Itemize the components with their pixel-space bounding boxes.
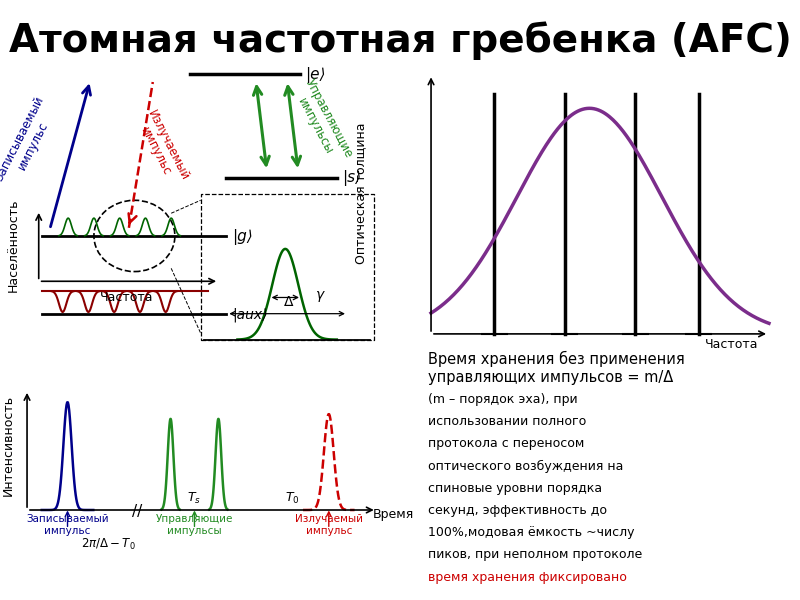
Text: спиновые уровни порядка: спиновые уровни порядка [428,482,602,495]
Text: оптического возбуждения на: оптического возбуждения на [428,460,623,473]
Text: Время: Время [373,508,414,521]
Text: время хранения фиксировано: время хранения фиксировано [428,571,627,584]
Text: //: // [132,504,142,519]
Text: Управляющие
импульсы: Управляющие импульсы [156,514,233,536]
Text: Атомная частотная гребенка (AFC): Атомная частотная гребенка (AFC) [9,21,791,59]
Text: $T_0$: $T_0$ [285,491,299,506]
Text: Записываемый
импульс: Записываемый импульс [26,514,109,536]
Text: |e⟩: |e⟩ [306,67,326,83]
Text: Интенсивность: Интенсивность [2,395,15,496]
Text: 100%,модовая ёмкость ~числу: 100%,модовая ёмкость ~числу [428,526,634,539]
Text: протокола с переносом: протокола с переносом [428,437,584,451]
Text: |g⟩: |g⟩ [232,229,253,245]
Text: Время хранения без применения
управляющих импульсов = m/Δ: Время хранения без применения управляющи… [428,351,685,385]
Text: Оптическая толщина: Оптическая толщина [354,122,367,263]
Text: секунд, эффективность до: секунд, эффективность до [428,504,607,517]
Text: Излучаемый
импульс: Излучаемый импульс [132,107,192,189]
Text: $\Delta$: $\Delta$ [283,295,294,308]
Text: Частота: Частота [705,338,758,351]
Text: использовании полного: использовании полного [428,415,586,428]
Text: $2\pi / \Delta - T_0$: $2\pi / \Delta - T_0$ [81,538,135,553]
Text: Частота: Частота [100,291,154,304]
Text: $\gamma$: $\gamma$ [315,289,326,304]
Text: |aux⟩: |aux⟩ [232,308,267,322]
Text: Населённость: Населённость [6,199,19,292]
Text: $T_s$: $T_s$ [187,491,202,506]
Text: Управляющие
импульсы: Управляющие импульсы [290,77,355,167]
Text: Записываемый
импульс: Записываемый импульс [0,94,59,190]
Text: пиков, при неполном протоколе: пиков, при неполном протоколе [428,548,642,562]
Text: (m – порядок эха), при: (m – порядок эха), при [428,393,578,406]
Text: |s⟩: |s⟩ [342,170,362,187]
Text: Излучаемый
импульс: Излучаемый импульс [294,514,363,536]
